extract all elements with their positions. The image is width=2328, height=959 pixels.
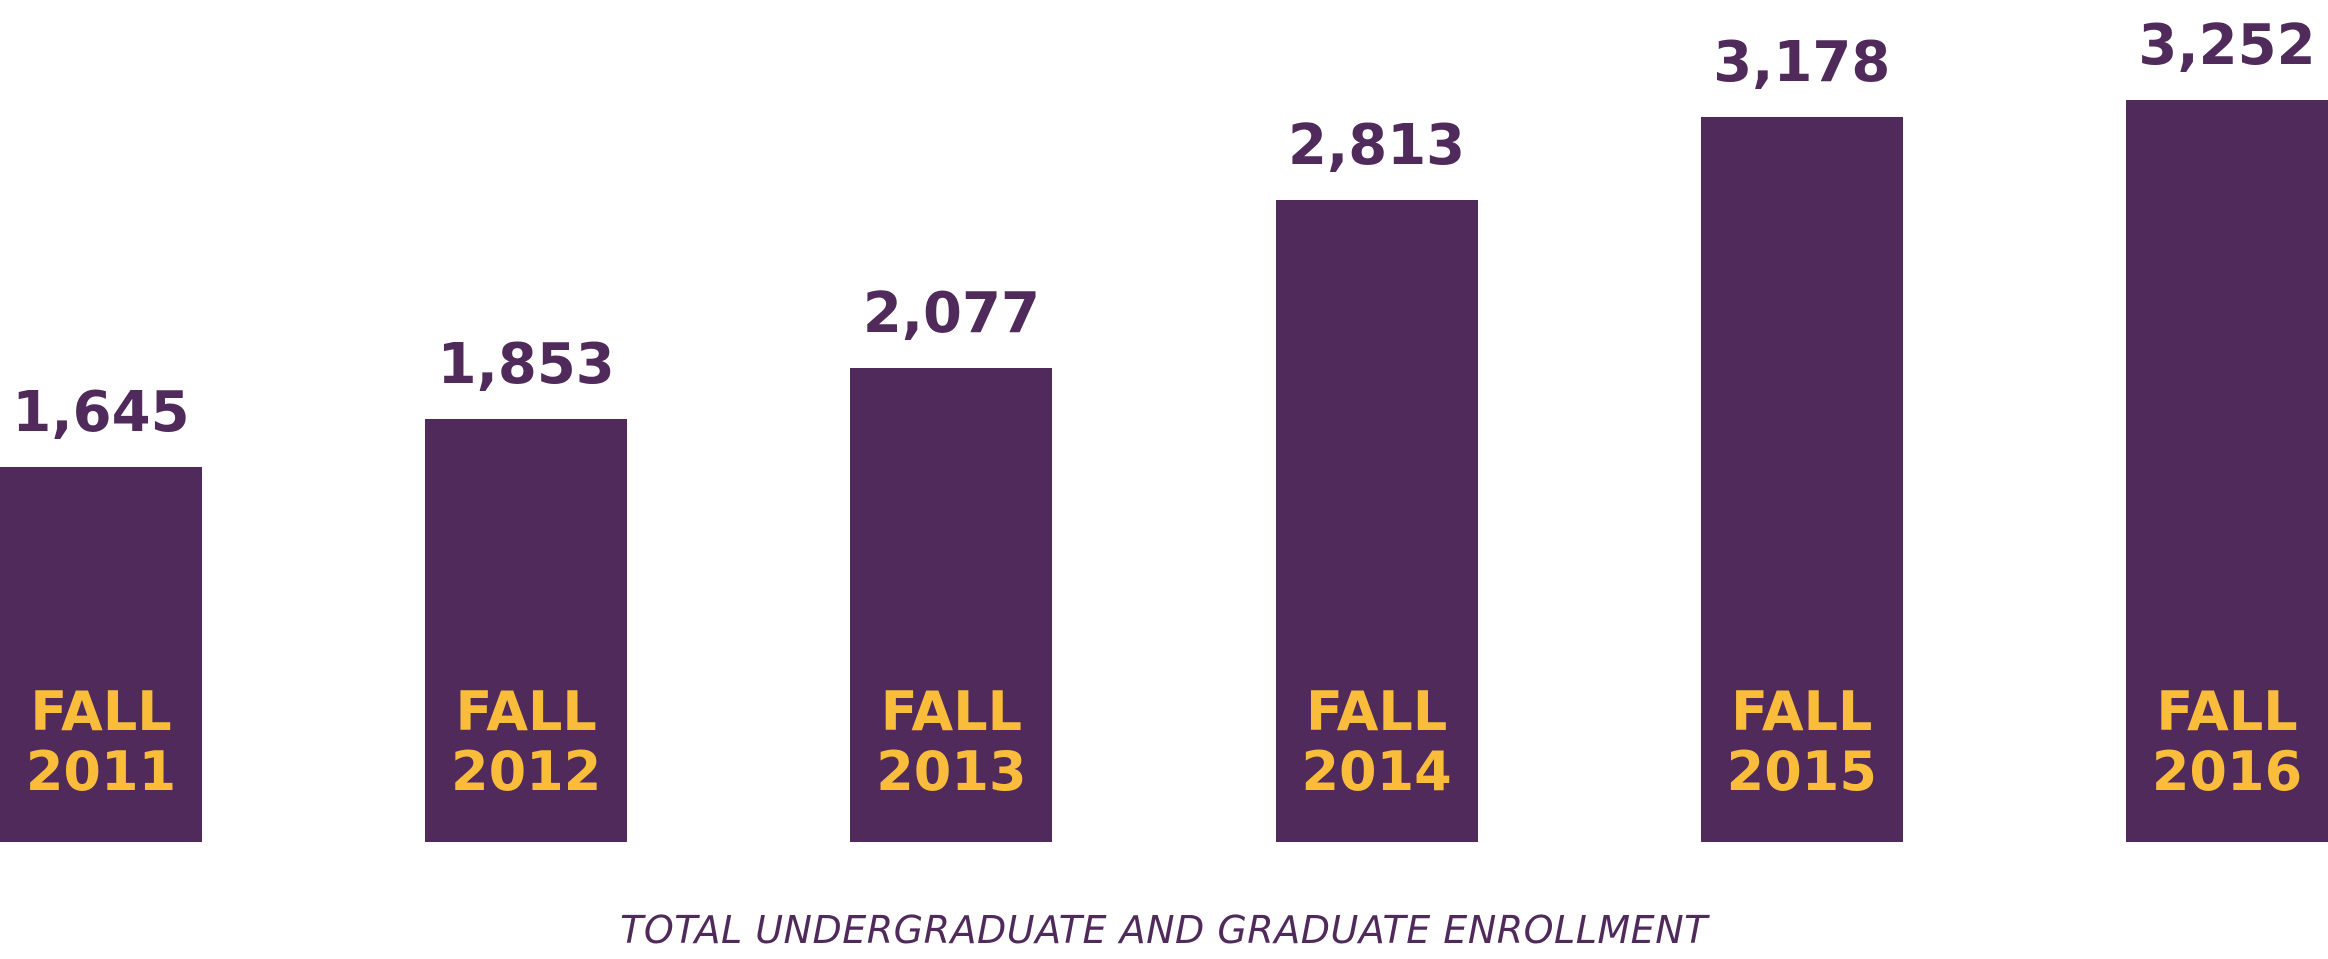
value-label: 1,853 bbox=[437, 332, 615, 398]
x-tick-label: FALL 2011 bbox=[25, 680, 177, 804]
bar bbox=[425, 419, 628, 842]
value-label: 3,178 bbox=[1713, 29, 1891, 95]
x-tick-label: FALL 2012 bbox=[451, 680, 602, 804]
value-label: 1,645 bbox=[12, 379, 190, 445]
x-tick-label: FALL 2014 bbox=[1301, 680, 1452, 804]
value-label: 2,813 bbox=[1288, 113, 1466, 179]
chart-title: TOTAL UNDERGRADUATE AND GRADUATE ENROLLM… bbox=[620, 908, 1708, 952]
value-label: 3,252 bbox=[2138, 13, 2316, 78]
bar bbox=[2126, 100, 2328, 842]
x-tick-label: FALL 2015 bbox=[1726, 680, 1877, 804]
bar bbox=[850, 368, 1053, 842]
x-tick-label: FALL 2013 bbox=[876, 680, 1027, 804]
bar bbox=[1700, 116, 1903, 842]
bar bbox=[1275, 200, 1478, 842]
x-tick-label: FALL 2016 bbox=[2151, 680, 2303, 804]
bar bbox=[0, 466, 202, 842]
value-label: 2,077 bbox=[862, 281, 1040, 347]
